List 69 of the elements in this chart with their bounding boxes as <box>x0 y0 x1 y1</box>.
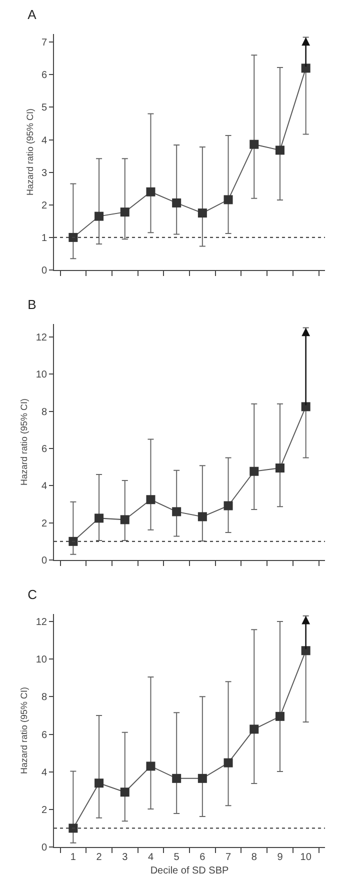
y-tick-label: 10 <box>36 370 48 381</box>
point <box>172 198 182 208</box>
y-tick-label: 12 <box>36 617 48 628</box>
point <box>250 140 259 149</box>
y-tick-label: 2 <box>41 200 48 212</box>
point <box>146 762 156 771</box>
chart-title: A <box>28 7 37 22</box>
y-tick-label: 6 <box>41 70 48 82</box>
point <box>120 515 130 524</box>
x-tick-label: 5 <box>174 852 180 863</box>
y-axis-title: Hazard ratio (95% CI) <box>19 686 30 774</box>
chart-title: B <box>28 297 36 312</box>
y-tick-label: 2 <box>41 518 48 530</box>
y-tick-label: 3 <box>41 168 48 179</box>
point <box>120 788 130 797</box>
y-tick-label: 12 <box>36 332 48 344</box>
point <box>224 758 233 768</box>
y-axis-title: Hazard ratio (95% CI) <box>19 398 30 486</box>
point <box>250 724 259 734</box>
y-tick-label: 4 <box>41 767 48 778</box>
chart-title: C <box>28 587 37 602</box>
point <box>224 195 233 204</box>
x-tick-label: 7 <box>226 852 232 863</box>
point <box>172 774 182 783</box>
point <box>198 512 207 522</box>
y-tick-label: 4 <box>41 135 48 146</box>
y-tick-label: 0 <box>41 556 48 566</box>
y-tick-label: 0 <box>41 842 48 854</box>
y-tick-label: 7 <box>41 38 48 49</box>
point <box>68 536 78 546</box>
y-tick-label: 5 <box>41 102 48 114</box>
x-tick-label: 1 <box>70 852 76 863</box>
point <box>146 187 156 196</box>
y-tick-label: 0 <box>41 266 48 276</box>
point <box>68 824 78 833</box>
x-tick-label: 4 <box>148 852 154 863</box>
y-tick-label: 8 <box>41 406 48 418</box>
point <box>224 501 233 510</box>
y-tick-label: 6 <box>41 730 48 741</box>
point <box>94 778 104 788</box>
point <box>68 232 78 242</box>
y-tick-label: 6 <box>41 444 48 455</box>
point <box>172 507 182 516</box>
x-tick-label: 9 <box>277 852 284 863</box>
point <box>275 464 284 473</box>
y-tick-label: 4 <box>41 481 48 492</box>
point <box>301 402 310 412</box>
point <box>198 774 207 783</box>
x-tick-label: 10 <box>300 852 312 863</box>
point <box>250 466 259 476</box>
point <box>198 208 207 218</box>
x-tick-label: 8 <box>251 852 258 863</box>
y-tick-label: 8 <box>41 692 48 704</box>
point <box>301 64 310 73</box>
x-axis-title: Decile of SD SBP <box>150 866 230 876</box>
point <box>301 646 310 656</box>
point <box>120 208 130 217</box>
x-tick-label: 3 <box>122 852 128 863</box>
y-tick-label: 1 <box>41 232 48 244</box>
y-axis-title: Hazard ratio (95% CI) <box>24 108 35 196</box>
point <box>275 712 284 721</box>
point <box>94 212 104 221</box>
x-tick-label: 6 <box>200 852 206 863</box>
y-tick-label: 2 <box>41 804 48 816</box>
y-tick-label: 10 <box>36 654 48 666</box>
x-tick-label: 2 <box>96 852 102 863</box>
point <box>94 514 104 523</box>
point <box>146 495 156 504</box>
point <box>275 146 284 155</box>
